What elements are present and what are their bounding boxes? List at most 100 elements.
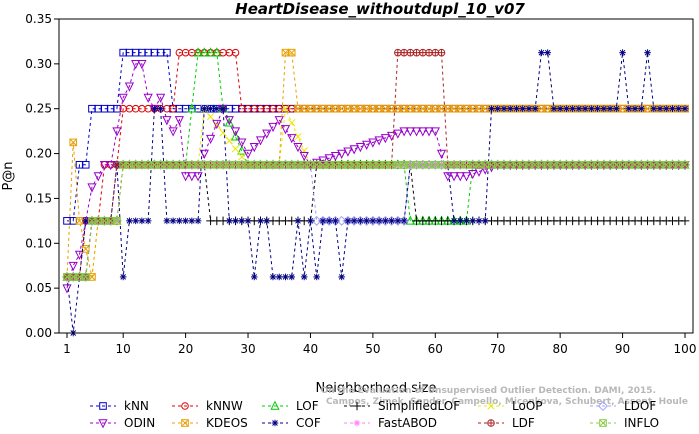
data-point bbox=[443, 160, 452, 169]
series-odin bbox=[62, 60, 690, 294]
data-point bbox=[199, 149, 209, 159]
data-point bbox=[207, 105, 214, 113]
data-point bbox=[443, 172, 453, 182]
data-point bbox=[394, 217, 402, 225]
data-point bbox=[275, 273, 283, 281]
data-point bbox=[600, 160, 608, 169]
data-point bbox=[300, 273, 308, 281]
data-point bbox=[199, 47, 209, 57]
legend-item: ODIN bbox=[90, 416, 155, 430]
data-point bbox=[187, 172, 197, 182]
data-point bbox=[182, 217, 189, 225]
y-tick-label: 0.20 bbox=[25, 147, 52, 161]
data-point bbox=[74, 250, 85, 260]
data-point bbox=[680, 216, 690, 226]
data-point bbox=[343, 147, 353, 157]
legend-item: kNNW bbox=[172, 399, 243, 413]
data-point bbox=[193, 172, 203, 182]
legend-label: LDOF bbox=[624, 399, 656, 413]
legend-marker bbox=[597, 400, 609, 412]
data-point bbox=[225, 137, 233, 145]
data-point bbox=[368, 138, 378, 148]
chart-title: HeartDisease_withoutdupl_10_v07 bbox=[235, 0, 525, 18]
y-tick-label: 0.00 bbox=[25, 326, 52, 340]
data-point bbox=[81, 160, 90, 169]
data-point bbox=[344, 217, 352, 225]
plot-area bbox=[61, 47, 691, 337]
data-point bbox=[506, 105, 514, 113]
data-point bbox=[419, 48, 427, 57]
y-tick-label: 0.35 bbox=[25, 12, 52, 26]
legend-item: FastABOD bbox=[344, 416, 437, 430]
data-point bbox=[382, 217, 389, 225]
data-point bbox=[525, 105, 533, 113]
data-point bbox=[494, 105, 502, 113]
data-point bbox=[180, 172, 191, 182]
data-point bbox=[132, 217, 139, 225]
data-point bbox=[381, 160, 390, 169]
data-point bbox=[62, 284, 72, 294]
data-point bbox=[256, 160, 265, 169]
data-point bbox=[425, 48, 433, 57]
data-point bbox=[263, 217, 271, 225]
y-axis-label: P@n bbox=[1, 161, 16, 190]
legend-marker bbox=[599, 419, 607, 427]
data-point bbox=[163, 217, 171, 225]
data-point bbox=[274, 116, 284, 126]
x-tick-label: 90 bbox=[615, 342, 630, 356]
data-point bbox=[205, 47, 216, 57]
data-point bbox=[162, 116, 172, 126]
data-point bbox=[406, 48, 415, 57]
data-point bbox=[475, 104, 483, 113]
series-inflo bbox=[63, 160, 689, 281]
data-point bbox=[436, 149, 447, 159]
data-point bbox=[93, 172, 103, 182]
data-point bbox=[319, 160, 327, 169]
data-point bbox=[500, 105, 508, 113]
data-point bbox=[87, 183, 97, 193]
data-point bbox=[631, 105, 639, 113]
data-point bbox=[374, 136, 384, 146]
data-point bbox=[138, 217, 146, 225]
data-point bbox=[399, 127, 409, 137]
data-point bbox=[237, 138, 247, 148]
data-point bbox=[357, 217, 364, 225]
data-point bbox=[268, 122, 278, 133]
data-point bbox=[205, 134, 216, 145]
x-tick-label: 50 bbox=[365, 342, 380, 356]
data-point bbox=[456, 217, 464, 225]
data-point bbox=[206, 160, 215, 169]
data-point bbox=[581, 105, 589, 113]
data-point bbox=[393, 129, 403, 139]
legend-item: LDOF bbox=[590, 399, 656, 413]
x-tick-label: 100 bbox=[674, 342, 697, 356]
series-line bbox=[67, 106, 685, 278]
data-point bbox=[231, 48, 240, 57]
data-point bbox=[625, 105, 633, 113]
series-cof bbox=[63, 49, 689, 337]
data-point bbox=[230, 127, 241, 137]
legend-item: LDF bbox=[478, 416, 535, 430]
data-point bbox=[318, 156, 328, 166]
data-point bbox=[119, 273, 127, 281]
data-point bbox=[644, 49, 651, 56]
data-point bbox=[619, 49, 626, 56]
data-point bbox=[232, 217, 239, 225]
legend-marker bbox=[487, 419, 495, 427]
legend-item: LoOP bbox=[478, 399, 543, 413]
legend-label: COF bbox=[296, 416, 321, 430]
data-point bbox=[544, 49, 551, 56]
data-point bbox=[255, 136, 266, 146]
data-point bbox=[113, 217, 121, 225]
data-point bbox=[81, 245, 90, 253]
legend-item: KDEOS bbox=[172, 416, 248, 430]
data-point bbox=[675, 105, 683, 113]
data-point bbox=[174, 116, 184, 126]
data-point bbox=[337, 104, 346, 113]
data-point bbox=[230, 131, 241, 141]
data-point bbox=[68, 261, 78, 272]
data-point bbox=[455, 172, 465, 182]
data-point bbox=[513, 105, 520, 113]
legend-label: FastABOD bbox=[378, 416, 437, 430]
data-point bbox=[437, 48, 446, 57]
